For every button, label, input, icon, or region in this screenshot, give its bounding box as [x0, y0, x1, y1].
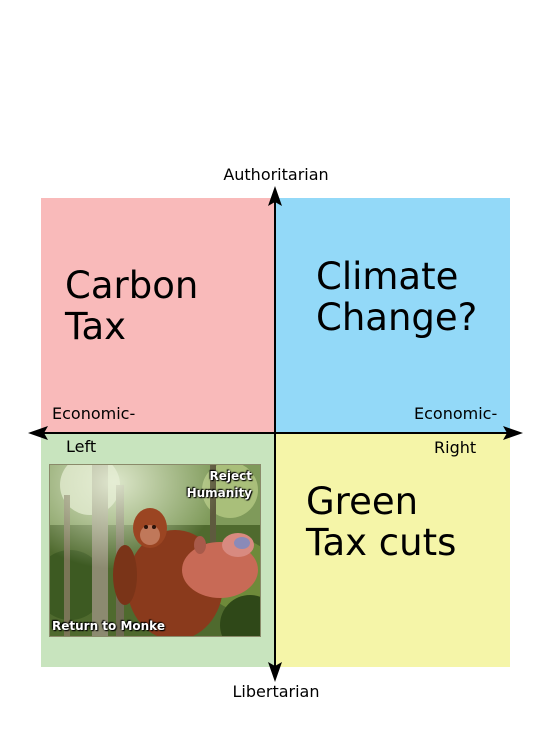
arrow-up-icon: [268, 186, 282, 206]
axis-label-economic-left-line2: Left: [66, 437, 97, 456]
meme-caption-bottom: Return to Monke: [52, 619, 165, 633]
quadrant-authoritarian-left: [41, 198, 275, 433]
orangutan-meme-image: Reject Humanity Return to Monke: [49, 464, 261, 637]
axis-label-economic-right-line2: Right: [434, 438, 477, 457]
arrow-right-icon: [503, 426, 523, 440]
axis-label-economic-left-line1: Economic-: [52, 404, 136, 423]
quadrant-text-top-left: Carbon Tax: [65, 264, 199, 348]
quadrant-text-bottom-right: Green Tax cuts: [306, 480, 457, 564]
quadrant-text-top-right: Climate Change?: [316, 255, 478, 339]
orangutan-photo-icon: [50, 465, 260, 636]
quadrant-libertarian-right: [275, 433, 510, 667]
axis-label-libertarian: Libertarian: [232, 682, 320, 701]
meme-caption-top-line1: Reject: [209, 469, 252, 483]
arrow-down-icon: [268, 662, 282, 682]
axis-label-authoritarian: Authoritarian: [223, 165, 329, 184]
axis-label-economic-right-line1: Economic-: [414, 404, 498, 423]
arrow-left-icon: [28, 426, 48, 440]
quadrant-authoritarian-right: [275, 198, 510, 433]
meme-caption-top-line2: Humanity: [186, 486, 252, 500]
